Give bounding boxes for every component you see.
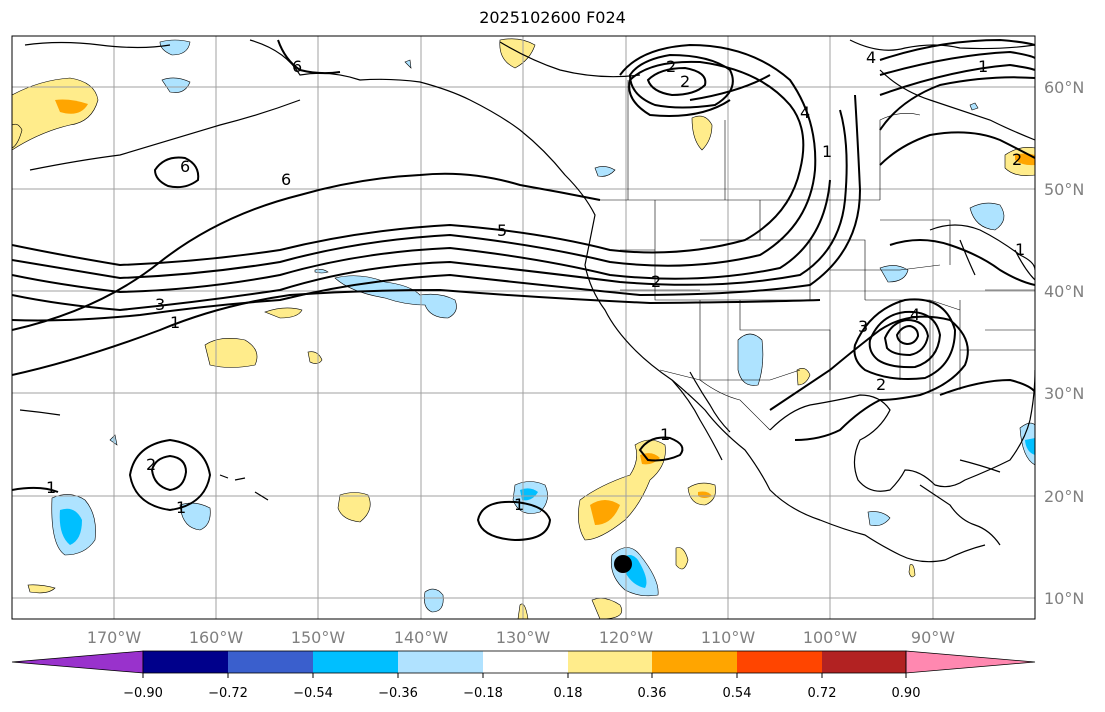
lat-label: 10°N — [1044, 589, 1084, 608]
colorbar-segment — [822, 651, 906, 673]
colorbar-upper-extension — [905, 650, 1036, 674]
map-title: 2025102600 F024 — [479, 8, 626, 27]
colorbar-tick-label: 0.36 — [638, 686, 667, 701]
contour-label: 2 — [876, 375, 886, 394]
map-frame — [11, 35, 1036, 620]
longitude-labels: 170°W 160°W 150°W 140°W 130°W 120°W 110°… — [87, 628, 955, 647]
colorbar-tick-label: −0.18 — [463, 686, 503, 701]
colorbar-segment — [398, 651, 483, 673]
contour-label: 1 — [176, 498, 186, 517]
contour-label: 1 — [46, 478, 56, 497]
contour-label: 3 — [155, 295, 165, 314]
colorbar-lower-extension — [11, 650, 144, 674]
contour-label: 1 — [660, 425, 670, 444]
lon-label: 140°W — [394, 628, 449, 647]
colorbar-segment — [568, 651, 652, 673]
colorbar-tick-label: 0.90 — [892, 686, 921, 701]
contour-label: 5 — [497, 221, 507, 240]
political-borders — [598, 80, 1035, 431]
contour-label: 1 — [1015, 240, 1025, 259]
contour-label: 2 — [680, 72, 690, 91]
colorbar-segment — [652, 651, 737, 673]
colorbar-segment — [228, 651, 313, 673]
colorbar-tick-label: −0.36 — [378, 686, 418, 701]
contour-lines — [12, 38, 1035, 542]
lon-label: 90°W — [911, 628, 955, 647]
contour-label: 4 — [800, 103, 810, 122]
contour-label: 4 — [910, 305, 920, 324]
lat-label: 50°N — [1044, 180, 1084, 199]
colorbar-tick-label: 0.18 — [554, 686, 583, 701]
contour-label: 6 — [292, 57, 302, 76]
colorbar-segment — [737, 651, 822, 673]
colorbar-segment — [313, 651, 398, 673]
contour-label: 1 — [822, 142, 832, 161]
contour-label: 2 — [1012, 150, 1022, 169]
lon-label: 110°W — [701, 628, 756, 647]
contour-label: 4 — [866, 48, 876, 67]
contour-label: 2 — [651, 272, 661, 291]
colorbar-frame — [142, 650, 907, 674]
contour-label: 6 — [180, 157, 190, 176]
colorbar-segment — [483, 651, 568, 673]
lon-label: 170°W — [87, 628, 142, 647]
positive-anomaly-shading — [12, 38, 1035, 619]
lon-label: 100°W — [803, 628, 858, 647]
contour-label-group: 6 6 6 5 4 3 2 1 1 1 2 2 3 4 4 2 1 1 1 2 … — [46, 48, 1025, 517]
contour-label: 2 — [666, 57, 676, 76]
colorbar-tick-label: −0.54 — [293, 686, 333, 701]
colorbar: −0.90 −0.72 −0.54 −0.36 −0.18 0.18 0.36 … — [11, 650, 1036, 701]
contour-label: 1 — [170, 313, 180, 332]
lat-label: 30°N — [1044, 384, 1084, 403]
colorbar-tick-label: 0.72 — [808, 686, 837, 701]
storm-center-marker — [614, 555, 632, 573]
latitude-labels: 60°N 50°N 40°N 30°N 20°N 10°N — [1044, 78, 1084, 608]
graticule — [12, 36, 1035, 619]
lon-label: 150°W — [291, 628, 346, 647]
lon-label: 130°W — [496, 628, 551, 647]
colorbar-tick-label: −0.90 — [123, 686, 163, 701]
contour-label: 3 — [858, 317, 868, 336]
lat-label: 60°N — [1044, 78, 1084, 97]
contour-label: 2 — [146, 455, 156, 474]
contour-label: 1 — [978, 57, 988, 76]
colorbar-tick-label: −0.72 — [208, 686, 248, 701]
lat-label: 20°N — [1044, 487, 1084, 506]
colorbar-segment — [143, 651, 228, 673]
lon-label: 160°W — [189, 628, 244, 647]
colorbar-tick-label: 0.54 — [723, 686, 752, 701]
lon-label: 120°W — [599, 628, 654, 647]
contour-label: 6 — [281, 170, 291, 189]
lat-label: 40°N — [1044, 282, 1084, 301]
contour-label: 1 — [514, 495, 524, 514]
